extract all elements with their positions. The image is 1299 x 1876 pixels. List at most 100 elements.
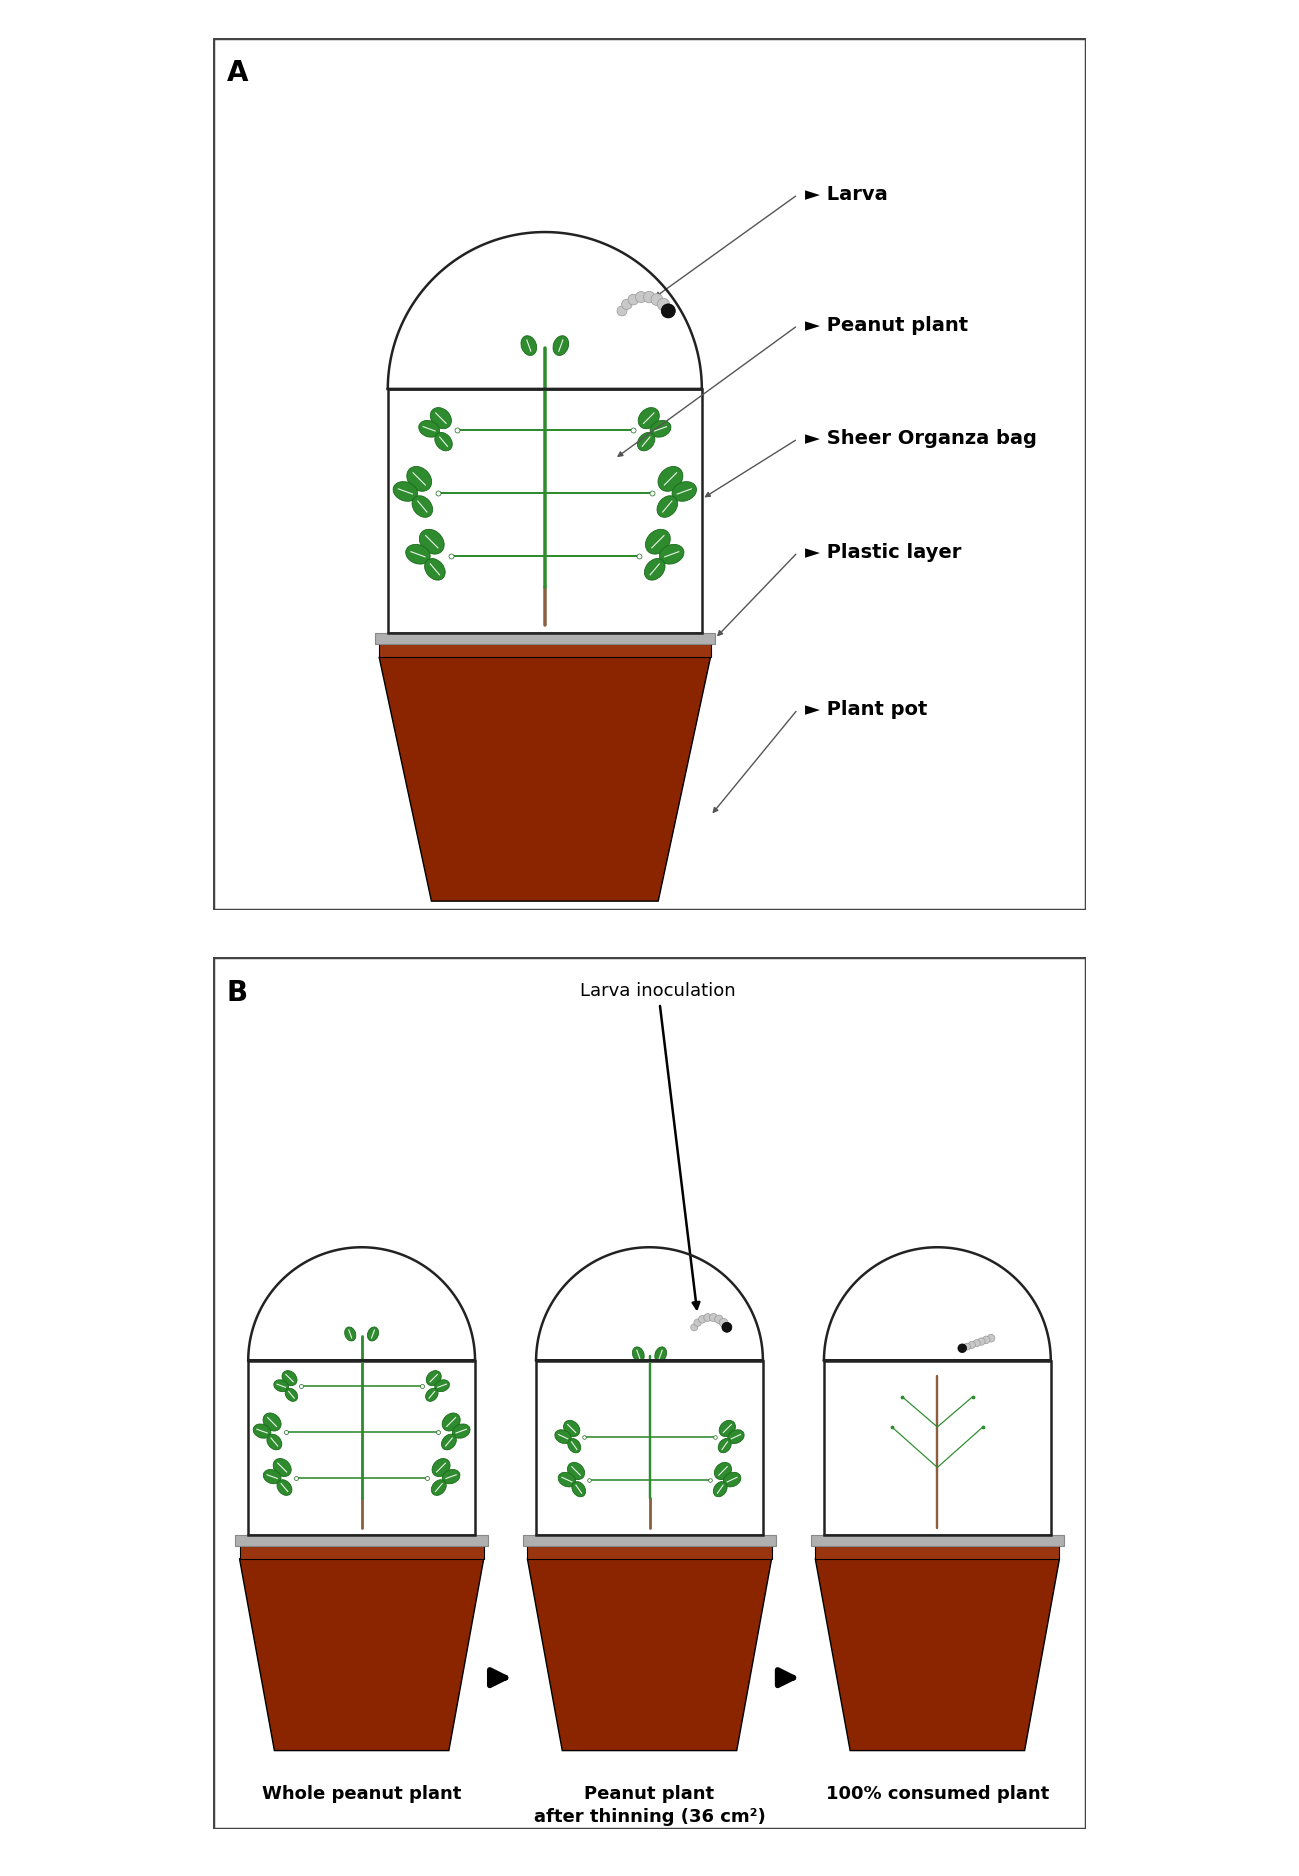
Polygon shape [824, 1248, 1051, 1360]
Ellipse shape [433, 1458, 449, 1476]
Ellipse shape [442, 1433, 456, 1450]
Circle shape [661, 304, 675, 317]
Ellipse shape [425, 559, 446, 580]
Ellipse shape [521, 336, 536, 355]
Circle shape [959, 1345, 965, 1351]
Ellipse shape [672, 482, 696, 501]
Circle shape [643, 291, 655, 302]
Ellipse shape [394, 482, 417, 501]
Ellipse shape [718, 1439, 731, 1452]
Ellipse shape [412, 495, 433, 518]
Circle shape [691, 1324, 698, 1330]
Polygon shape [239, 1546, 483, 1559]
Circle shape [709, 1313, 717, 1321]
Ellipse shape [559, 1473, 575, 1488]
Ellipse shape [407, 467, 431, 492]
Circle shape [720, 1319, 727, 1326]
Ellipse shape [714, 1463, 731, 1480]
Circle shape [722, 1323, 731, 1332]
Ellipse shape [727, 1430, 744, 1443]
Circle shape [982, 1336, 990, 1343]
Circle shape [635, 291, 647, 302]
FancyBboxPatch shape [388, 388, 701, 634]
Circle shape [987, 1334, 995, 1341]
Circle shape [694, 1319, 701, 1326]
Ellipse shape [420, 529, 444, 553]
Polygon shape [523, 1535, 776, 1546]
Text: ► Plastic layer: ► Plastic layer [805, 542, 961, 561]
Polygon shape [816, 1546, 1060, 1559]
Text: B: B [226, 979, 248, 1007]
Ellipse shape [344, 1326, 356, 1341]
Ellipse shape [286, 1388, 297, 1401]
Ellipse shape [713, 1482, 727, 1497]
Ellipse shape [277, 1480, 292, 1495]
Circle shape [617, 306, 627, 315]
Ellipse shape [644, 559, 665, 580]
Circle shape [978, 1338, 985, 1345]
Ellipse shape [435, 1379, 449, 1392]
Ellipse shape [568, 1463, 585, 1480]
Ellipse shape [282, 1371, 297, 1386]
Ellipse shape [426, 1371, 442, 1386]
Ellipse shape [274, 1379, 288, 1392]
Text: ► Larva: ► Larva [805, 186, 887, 204]
Circle shape [968, 1341, 976, 1349]
Text: Peanut plant
after thinning (36 cm²): Peanut plant after thinning (36 cm²) [534, 1786, 765, 1825]
Polygon shape [816, 1559, 1060, 1750]
Polygon shape [379, 643, 711, 657]
Ellipse shape [452, 1424, 470, 1439]
Circle shape [657, 298, 669, 310]
Ellipse shape [568, 1439, 581, 1452]
Circle shape [973, 1339, 981, 1347]
Ellipse shape [720, 1420, 735, 1437]
Ellipse shape [659, 467, 683, 492]
Ellipse shape [650, 420, 670, 437]
Ellipse shape [638, 433, 655, 450]
Circle shape [627, 295, 639, 306]
Ellipse shape [555, 1430, 572, 1443]
Circle shape [651, 295, 662, 306]
Ellipse shape [572, 1482, 586, 1497]
Ellipse shape [435, 433, 452, 450]
Ellipse shape [431, 1480, 447, 1495]
Polygon shape [527, 1559, 772, 1750]
Ellipse shape [633, 1347, 644, 1362]
Ellipse shape [564, 1420, 579, 1437]
Text: 100% consumed plant: 100% consumed plant [826, 1786, 1050, 1803]
Ellipse shape [657, 495, 678, 518]
Circle shape [957, 1343, 966, 1353]
Ellipse shape [430, 407, 452, 430]
Ellipse shape [442, 1413, 460, 1431]
Ellipse shape [660, 544, 685, 565]
Polygon shape [379, 657, 711, 900]
Circle shape [714, 1315, 724, 1323]
Ellipse shape [253, 1424, 271, 1439]
Text: ► Peanut plant: ► Peanut plant [805, 315, 968, 336]
Ellipse shape [418, 420, 439, 437]
Ellipse shape [724, 1473, 740, 1488]
Text: Whole peanut plant: Whole peanut plant [262, 1786, 461, 1803]
Polygon shape [374, 634, 714, 643]
Ellipse shape [264, 1469, 281, 1484]
Ellipse shape [266, 1433, 282, 1450]
Text: ► Plant pot: ► Plant pot [805, 700, 927, 719]
Polygon shape [239, 1559, 483, 1750]
Circle shape [704, 1313, 712, 1321]
Text: Larva inoculation: Larva inoculation [581, 983, 737, 1309]
Ellipse shape [264, 1413, 281, 1431]
Polygon shape [388, 233, 701, 388]
Polygon shape [527, 1546, 772, 1559]
Circle shape [699, 1315, 707, 1323]
Circle shape [622, 298, 631, 310]
Ellipse shape [638, 407, 660, 430]
Ellipse shape [273, 1458, 291, 1476]
Circle shape [722, 1323, 731, 1332]
Polygon shape [248, 1248, 475, 1360]
Ellipse shape [553, 336, 569, 355]
Ellipse shape [368, 1326, 378, 1341]
Circle shape [964, 1343, 970, 1351]
Ellipse shape [405, 544, 430, 565]
FancyBboxPatch shape [824, 1360, 1051, 1535]
Ellipse shape [655, 1347, 666, 1362]
